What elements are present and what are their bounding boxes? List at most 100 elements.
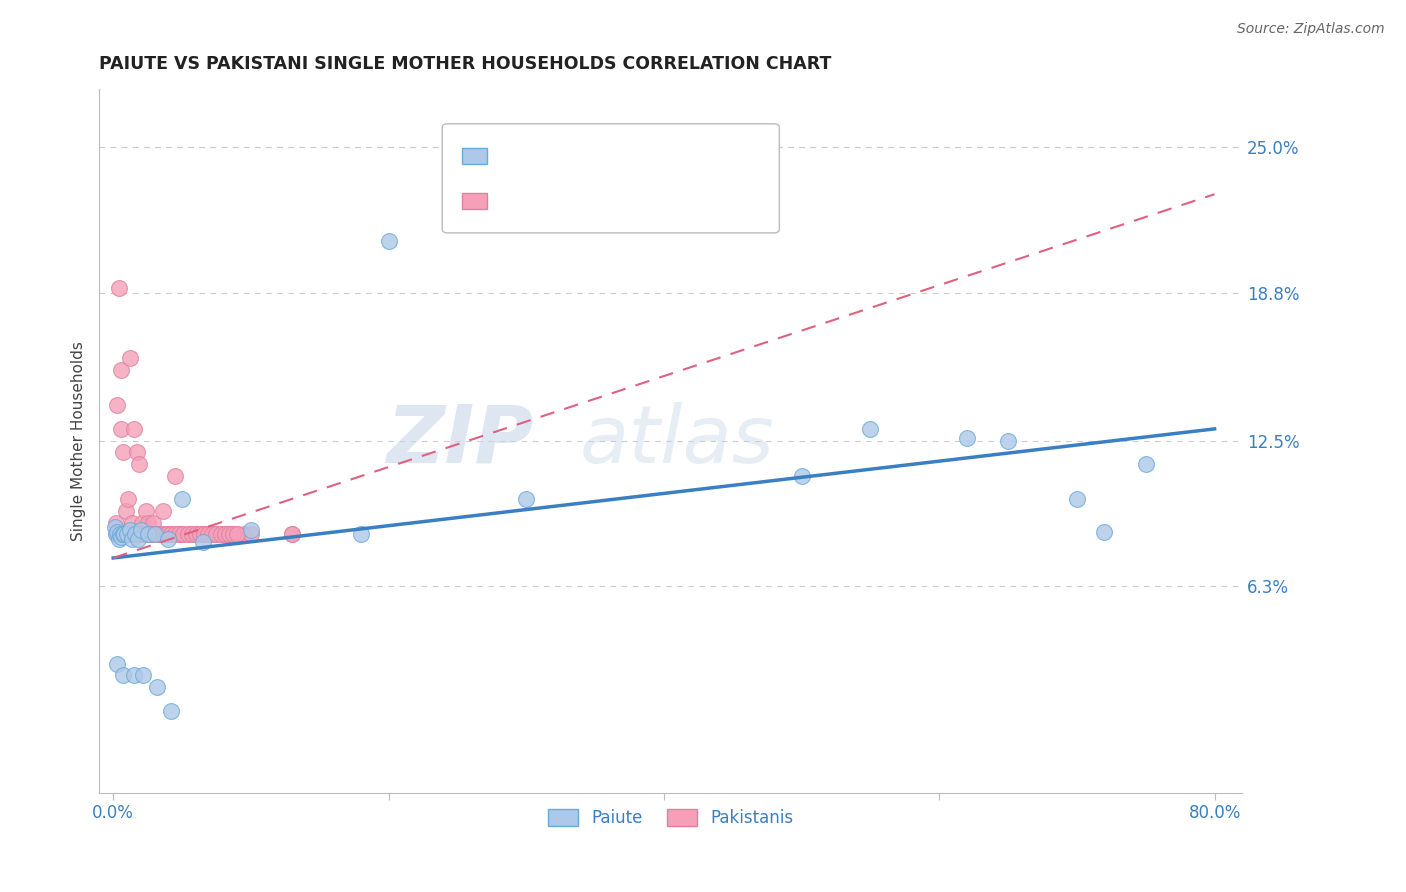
Point [105, 527, 128, 541]
Point [214, 527, 236, 541]
Point [165, 527, 187, 541]
Point [114, 504, 136, 518]
Point [125, 445, 148, 459]
Point [110, 363, 132, 377]
Point [184, 527, 207, 541]
FancyBboxPatch shape [443, 124, 779, 233]
Point [132, 527, 155, 541]
Point [122, 527, 145, 541]
Point [108, 527, 131, 541]
Point [1066, 492, 1088, 507]
Point [169, 527, 191, 541]
Point [131, 516, 153, 530]
Point [233, 527, 256, 541]
Point [222, 527, 245, 541]
Point [170, 527, 193, 541]
Point [111, 668, 134, 682]
Legend: Paiute, Pakistanis: Paiute, Pakistanis [541, 802, 800, 834]
Point [120, 527, 142, 541]
Point [143, 527, 166, 541]
Point [176, 527, 198, 541]
Point [104, 516, 127, 530]
Point [188, 527, 211, 541]
Point [239, 527, 262, 541]
Point [197, 527, 219, 541]
Point [193, 527, 215, 541]
Point [170, 492, 193, 507]
Point [124, 527, 146, 541]
Point [149, 527, 172, 541]
Point [142, 516, 165, 530]
Point [105, 525, 128, 540]
Point [350, 527, 373, 541]
Point [146, 527, 169, 541]
Point [112, 527, 135, 541]
Point [205, 527, 228, 541]
Point [138, 527, 160, 541]
Point [156, 527, 179, 541]
Point [790, 468, 813, 483]
Point [160, 527, 183, 541]
Bar [461, 193, 486, 209]
Point [110, 530, 132, 544]
Point [118, 527, 141, 541]
Point [191, 534, 214, 549]
Point [146, 680, 169, 694]
Point [226, 527, 249, 541]
Point [103, 520, 125, 534]
Point [281, 527, 304, 541]
Point [136, 527, 159, 541]
Point [160, 704, 183, 718]
Point [143, 527, 166, 541]
Point [104, 527, 127, 541]
Point [152, 527, 174, 541]
Point [136, 516, 159, 530]
Point [117, 492, 139, 507]
Point [239, 523, 262, 537]
Point [105, 657, 128, 671]
Point [148, 527, 170, 541]
Point [139, 527, 162, 541]
Text: PAIUTE VS PAKISTANI SINGLE MOTHER HOUSEHOLDS CORRELATION CHART: PAIUTE VS PAKISTANI SINGLE MOTHER HOUSEH… [100, 55, 832, 73]
Point [128, 457, 150, 471]
Point [141, 527, 163, 541]
Point [143, 527, 166, 541]
Point [205, 527, 228, 541]
Point [997, 434, 1019, 448]
Point [108, 527, 131, 541]
Point [115, 527, 138, 541]
Point [201, 527, 224, 541]
Point [135, 504, 157, 518]
Point [139, 527, 162, 541]
Text: R = 0.388    N = 36: R = 0.388 N = 36 [498, 147, 661, 165]
Point [114, 527, 136, 541]
Point [111, 527, 134, 541]
Point [157, 532, 180, 546]
Point [135, 527, 157, 541]
Point [127, 527, 149, 541]
Point [1094, 525, 1116, 540]
Point [155, 527, 177, 541]
Point [191, 527, 214, 541]
Point [177, 527, 200, 541]
Point [122, 422, 145, 436]
Point [124, 527, 146, 541]
Point [157, 527, 180, 541]
Point [219, 527, 242, 541]
Point [118, 351, 141, 366]
Point [118, 523, 141, 537]
Point [134, 527, 156, 541]
Point [184, 527, 207, 541]
Bar [461, 148, 486, 163]
Point [281, 527, 304, 541]
Point [127, 532, 149, 546]
Point [180, 527, 202, 541]
Point [110, 422, 132, 436]
Point [1135, 457, 1157, 471]
Point [218, 527, 240, 541]
Point [956, 431, 979, 445]
Point [198, 527, 221, 541]
Point [107, 281, 129, 295]
Point [122, 668, 145, 682]
Point [121, 532, 143, 546]
